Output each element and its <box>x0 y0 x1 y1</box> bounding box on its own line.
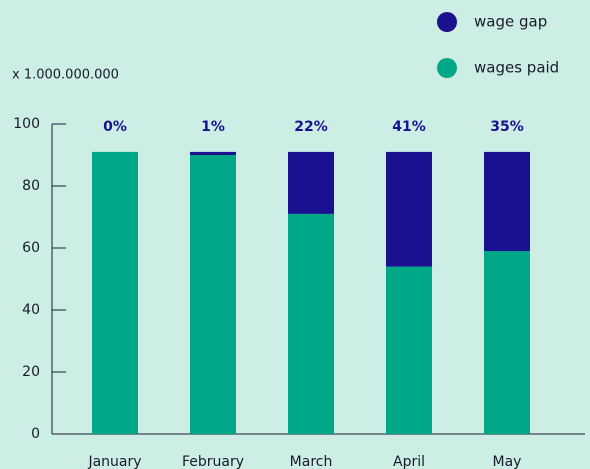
x-tick-label: April <box>393 454 425 469</box>
annotation: 35% <box>490 119 524 135</box>
y-tick-label: 20 <box>22 364 40 380</box>
bar-segment <box>190 155 236 434</box>
x-tick-label: February <box>182 454 244 469</box>
bar-segment <box>484 151 530 252</box>
bar-segment <box>386 151 432 267</box>
bar-segment <box>288 213 334 434</box>
annotation: 0% <box>103 119 127 135</box>
legend-label: wages paid <box>474 59 559 77</box>
bar-segment <box>190 151 236 155</box>
annotation: 22% <box>294 119 328 135</box>
x-tick-label: March <box>290 454 333 469</box>
y-tick-label: 80 <box>22 178 40 194</box>
bar-segment <box>288 151 334 214</box>
bar-segment <box>484 251 530 434</box>
annotation: 41% <box>392 119 426 135</box>
y-tick-label: 0 <box>31 426 40 442</box>
bar-segment <box>92 151 138 434</box>
y-tick-label: 40 <box>22 302 40 318</box>
bar-segment <box>386 266 432 434</box>
annotation: 1% <box>201 119 225 135</box>
legend-swatch <box>437 12 457 32</box>
x-tick-label: May <box>493 454 522 469</box>
legend-swatch <box>437 58 457 78</box>
x-tick-label: January <box>87 454 141 469</box>
axis-unit: x 1.000.000.000 <box>12 68 119 83</box>
legend-label: wage gap <box>474 13 547 31</box>
y-tick-label: 60 <box>22 240 40 256</box>
y-tick-label: 100 <box>13 116 40 132</box>
